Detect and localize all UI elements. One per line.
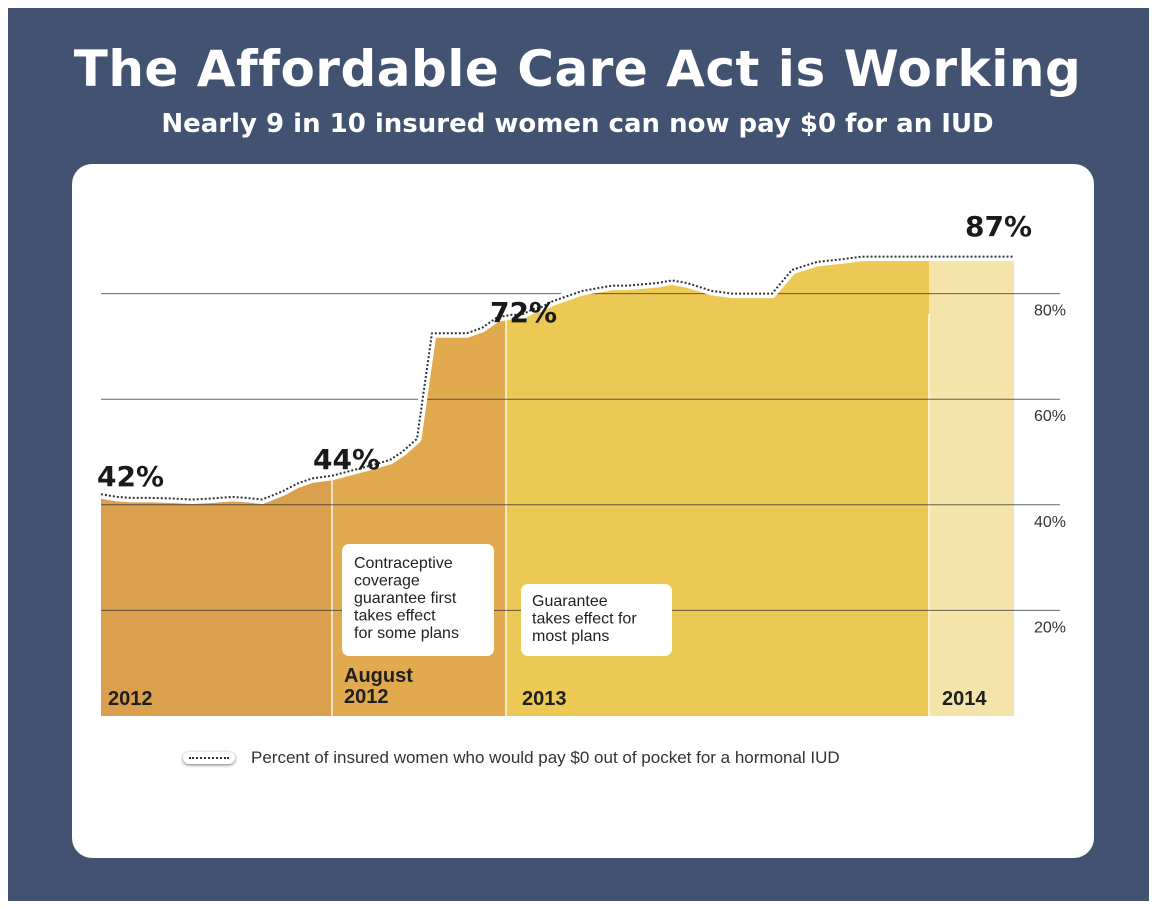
point-label-2: 72%: [490, 296, 557, 329]
annotation-text-1-line-1: takes effect for: [532, 611, 637, 628]
point-label-0: 42%: [97, 460, 164, 493]
annotation-box-1: [521, 584, 672, 656]
annotation-text-1-line-0: Guarantee: [532, 593, 608, 610]
period-label-1-line-0: August: [344, 665, 413, 687]
page-title: The Affordable Care Act is Working: [73, 40, 1082, 98]
annotation-text-0-line-4: for some plans: [354, 625, 459, 642]
period-label-1-line-1: 2012: [344, 686, 389, 708]
data-line: [100, 255, 1014, 501]
y-tick-label-80: 80%: [1034, 303, 1066, 320]
y-tick-label-60: 60%: [1034, 408, 1066, 425]
annotation-text-0-line-0: Contraceptive: [354, 555, 453, 572]
y-tick-label-40: 40%: [1034, 514, 1066, 531]
period-label-2-line-0: 2013: [522, 688, 567, 710]
legend-label: Percent of insured women who would pay $…: [251, 748, 840, 767]
period-label-3-line-0: 2014: [942, 688, 987, 710]
y-tick-label-20: 20%: [1034, 619, 1066, 636]
period-band-3: [929, 256, 1014, 716]
annotation-text-0-line-1: coverage: [354, 573, 420, 590]
legend-swatch: [183, 752, 235, 764]
chart-legend: Percent of insured women who would pay $…: [183, 745, 840, 771]
point-label-3: 87%: [965, 210, 1032, 243]
chart-card: 20% 40% 60% 80% 42% 44% 72% 87% 2012 August 2012 20…: [72, 164, 1094, 858]
annotation-text-1-line-2: most plans: [532, 628, 609, 645]
page-subtitle: Nearly 9 in 10 insured women can now pay…: [161, 109, 994, 139]
annotation-text-0-line-2: guarantee first: [354, 590, 457, 607]
point-label-1: 44%: [313, 443, 380, 476]
annotation-text-0-line-3: takes effect: [354, 608, 436, 625]
annotation-box-0: [342, 544, 494, 656]
period-label-0-line-0: 2012: [108, 688, 153, 710]
